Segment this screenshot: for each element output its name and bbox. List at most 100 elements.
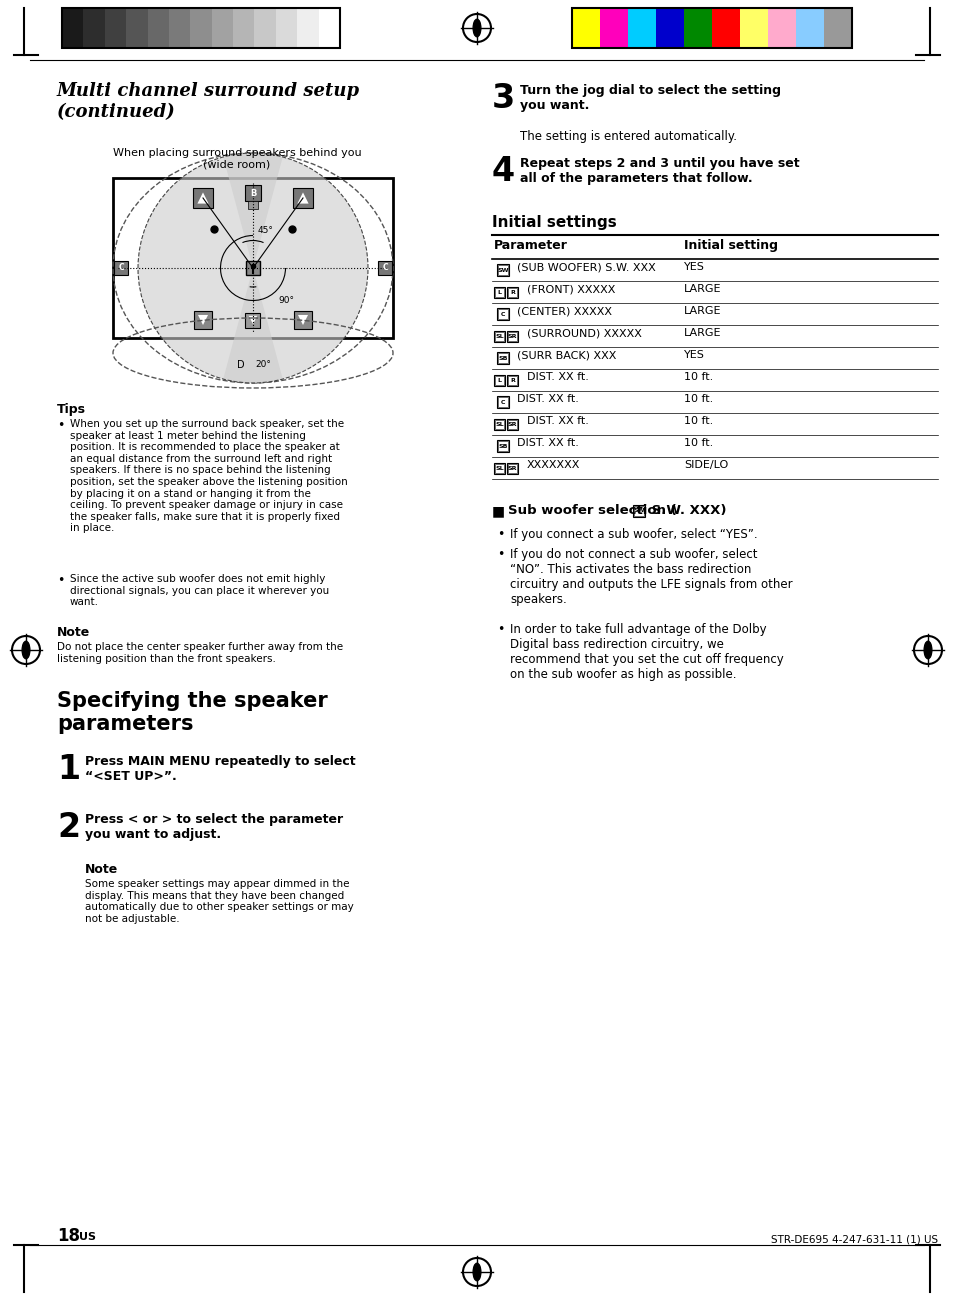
Bar <box>711 8 740 48</box>
Text: DIST. XX ft.: DIST. XX ft. <box>526 372 588 382</box>
Text: Specifying the speaker
parameters: Specifying the speaker parameters <box>57 692 328 734</box>
Text: (FRONT) XXXXX: (FRONT) XXXXX <box>526 283 615 294</box>
Text: 3: 3 <box>492 82 515 114</box>
Bar <box>245 312 260 328</box>
Text: In order to take full advantage of the Dolby
Digital bass redirection circuitry,: In order to take full advantage of the D… <box>510 623 783 681</box>
Bar <box>62 8 339 48</box>
Text: (SURROUND) XXXXX: (SURROUND) XXXXX <box>526 328 641 338</box>
Text: 45°: 45° <box>257 226 274 235</box>
FancyBboxPatch shape <box>633 504 644 517</box>
Text: (SURR BACK) XXX: (SURR BACK) XXX <box>517 350 616 360</box>
Text: •: • <box>497 528 504 541</box>
Text: Repeat steps 2 and 3 until you have set
all of the parameters that follow.: Repeat steps 2 and 3 until you have set … <box>519 157 799 185</box>
FancyBboxPatch shape <box>506 419 517 429</box>
Bar <box>377 261 392 276</box>
Bar <box>83 8 105 48</box>
Text: Initial settings: Initial settings <box>492 214 616 230</box>
Text: YES: YES <box>683 263 704 272</box>
Text: C: C <box>500 312 505 316</box>
Bar <box>572 8 599 48</box>
Bar <box>795 8 823 48</box>
Polygon shape <box>197 192 209 204</box>
Bar <box>294 311 312 329</box>
FancyBboxPatch shape <box>497 396 509 408</box>
FancyBboxPatch shape <box>494 463 504 473</box>
Bar <box>233 8 254 48</box>
Text: LARGE: LARGE <box>683 283 720 294</box>
Bar <box>293 188 313 208</box>
Text: •: • <box>57 575 64 588</box>
Text: YES: YES <box>683 350 704 360</box>
FancyBboxPatch shape <box>497 264 509 276</box>
Bar <box>683 8 711 48</box>
Bar <box>245 185 261 202</box>
Bar <box>318 8 339 48</box>
Text: 10 ft.: 10 ft. <box>683 416 713 426</box>
Text: Since the active sub woofer does not emit highly
directional signals, you can pl: Since the active sub woofer does not emi… <box>70 575 329 607</box>
Ellipse shape <box>923 641 931 659</box>
Bar <box>572 8 851 48</box>
Text: SB: SB <box>497 443 507 448</box>
Text: Parameter: Parameter <box>494 239 567 252</box>
Text: SR: SR <box>507 465 517 471</box>
FancyBboxPatch shape <box>506 463 517 473</box>
Text: The setting is entered automatically.: The setting is entered automatically. <box>519 130 737 143</box>
Text: SB: SB <box>497 355 507 360</box>
Ellipse shape <box>22 641 30 659</box>
Text: If you do not connect a sub woofer, select
“NO”. This activates the bass redirec: If you do not connect a sub woofer, sele… <box>510 549 792 606</box>
Text: SW: SW <box>497 268 508 273</box>
Bar <box>248 202 257 209</box>
Wedge shape <box>223 153 368 384</box>
Bar <box>193 311 212 329</box>
Text: SW: SW <box>633 508 644 514</box>
Polygon shape <box>249 316 257 324</box>
Text: When placing surround speakers behind you
(wide room): When placing surround speakers behind yo… <box>112 148 361 169</box>
Text: L: L <box>497 290 501 295</box>
Text: Sub woofer selection (: Sub woofer selection ( <box>507 504 676 517</box>
FancyBboxPatch shape <box>494 419 504 429</box>
Text: DIST. XX ft.: DIST. XX ft. <box>526 416 588 426</box>
Text: XXXXXXX: XXXXXXX <box>526 460 579 471</box>
Bar <box>169 8 190 48</box>
Polygon shape <box>198 315 208 325</box>
Text: Turn the jog dial to select the setting
you want.: Turn the jog dial to select the setting … <box>519 84 781 112</box>
Text: C: C <box>500 399 505 404</box>
Polygon shape <box>297 192 308 204</box>
Bar <box>767 8 795 48</box>
Text: SR: SR <box>507 334 517 338</box>
Text: L: L <box>497 377 501 382</box>
Text: 18: 18 <box>57 1227 80 1245</box>
Text: Note: Note <box>57 627 91 640</box>
Text: When you set up the surround back speaker, set the
speaker at least 1 meter behi: When you set up the surround back speake… <box>70 419 348 533</box>
Text: If you connect a sub woofer, select “YES”.: If you connect a sub woofer, select “YES… <box>510 528 757 541</box>
Text: LARGE: LARGE <box>683 328 720 338</box>
Bar <box>656 8 683 48</box>
FancyBboxPatch shape <box>497 352 509 364</box>
Bar <box>126 8 148 48</box>
Text: SR: SR <box>507 421 517 426</box>
Text: DIST. XX ft.: DIST. XX ft. <box>517 394 578 404</box>
Bar <box>275 8 297 48</box>
Polygon shape <box>297 315 308 325</box>
FancyBboxPatch shape <box>506 374 517 386</box>
Text: SL: SL <box>495 421 503 426</box>
FancyBboxPatch shape <box>494 286 504 298</box>
Text: 10 ft.: 10 ft. <box>683 394 713 404</box>
Text: R: R <box>510 377 515 382</box>
Text: Note: Note <box>85 863 118 876</box>
Text: R: R <box>510 290 515 295</box>
FancyBboxPatch shape <box>497 439 509 452</box>
Bar <box>740 8 767 48</box>
Bar <box>212 8 233 48</box>
Text: 10 ft.: 10 ft. <box>683 372 713 382</box>
Text: 1: 1 <box>57 753 80 786</box>
Text: US: US <box>79 1232 96 1241</box>
Bar <box>112 178 393 338</box>
Bar <box>62 8 83 48</box>
Text: S.W. XXX): S.W. XXX) <box>646 504 726 517</box>
Text: SL: SL <box>495 334 503 338</box>
Text: •: • <box>497 549 504 562</box>
Bar <box>297 8 318 48</box>
Bar <box>113 261 128 276</box>
FancyBboxPatch shape <box>494 374 504 386</box>
